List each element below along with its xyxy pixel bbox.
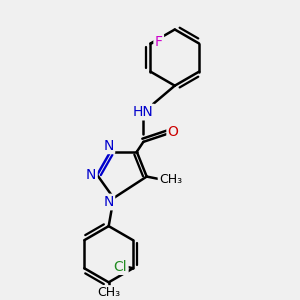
Text: Cl: Cl [114,260,127,274]
Text: CH₃: CH₃ [159,173,182,186]
Text: N: N [103,195,114,209]
Text: O: O [168,125,178,139]
Text: N: N [86,168,96,182]
Text: F: F [155,35,163,49]
Text: HN: HN [133,105,154,119]
Text: CH₃: CH₃ [97,286,120,299]
Text: N: N [103,139,114,153]
